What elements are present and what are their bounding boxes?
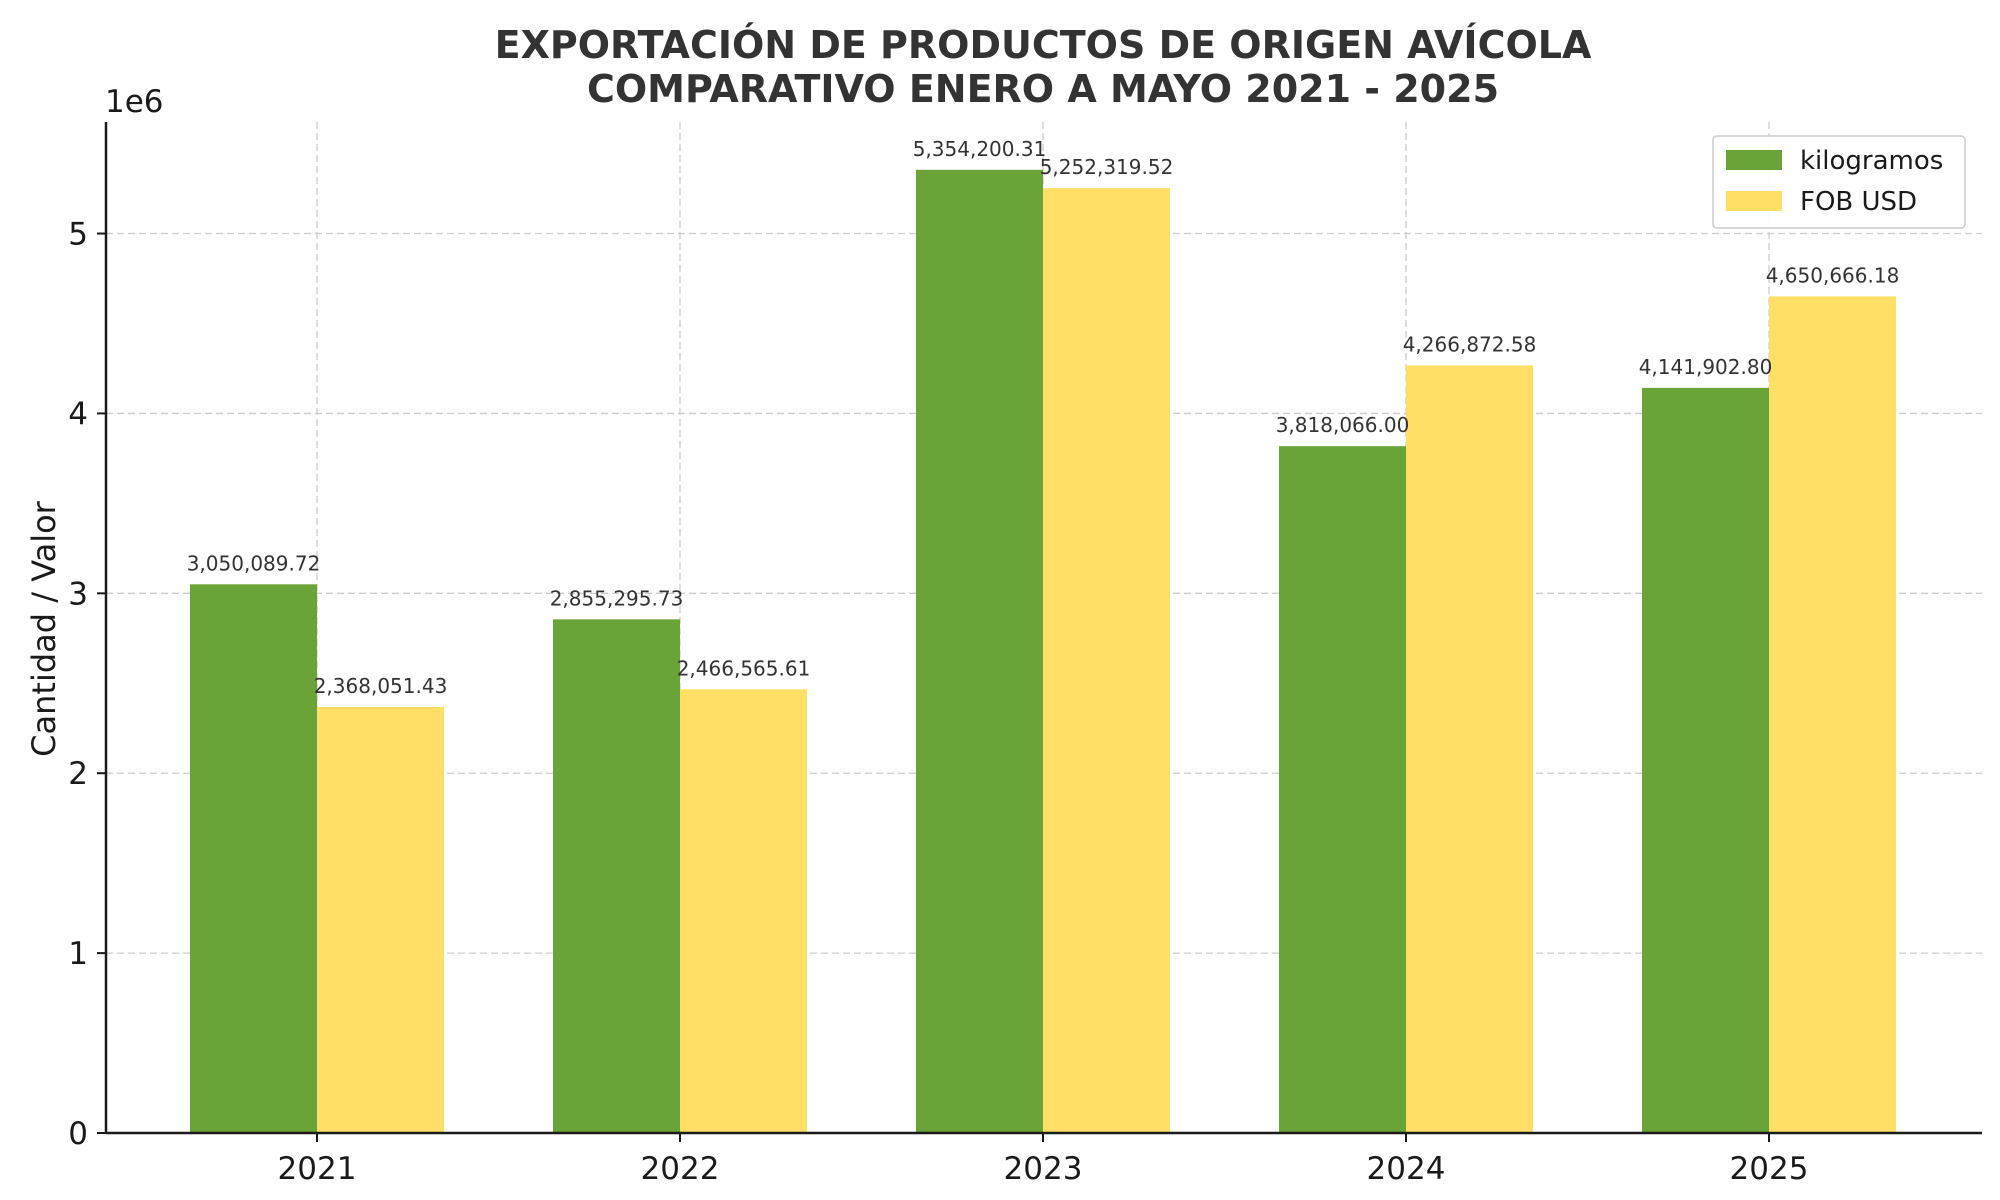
- x-axis-ticks: 2021 2022 2023 2024 2025: [278, 1133, 1809, 1187]
- legend-label-fob-usd: FOB USD: [1800, 187, 1917, 217]
- legend: kilogramos FOB USD: [1712, 135, 1966, 229]
- data-label: 4,141,902.80: [1639, 355, 1773, 379]
- data-label: 5,354,200.31: [913, 137, 1047, 161]
- y-tick-label: 0: [68, 1116, 88, 1152]
- data-label: 2,466,565.61: [677, 656, 811, 680]
- y-tick-label: 5: [68, 217, 88, 253]
- legend-label-kilogramos: kilogramos: [1800, 146, 1943, 176]
- x-tick-label: 2024: [1367, 1151, 1446, 1187]
- bar: [553, 619, 680, 1133]
- bar: [916, 169, 1043, 1134]
- data-label: 3,050,089.72: [187, 551, 321, 575]
- y-axis-ticks: 0 1 2 3 4 5: [68, 217, 106, 1152]
- chart-title: EXPORTACIÓN DE PRODUCTOS DE ORIGEN AVÍCO…: [495, 23, 1592, 67]
- data-label: 3,818,066.00: [1276, 413, 1410, 437]
- data-label-layer: 3,050,089.72 2,368,051.43 2,855,295.73 2,46…: [187, 137, 1900, 698]
- x-tick-label: 2025: [1730, 1151, 1809, 1187]
- y-tick-label: 4: [68, 396, 88, 432]
- bar: [1642, 387, 1769, 1134]
- bar: [1043, 188, 1170, 1133]
- bar: [190, 584, 317, 1133]
- y-tick-label: 3: [68, 576, 88, 612]
- bar: [680, 689, 807, 1133]
- data-label: 2,855,295.73: [550, 586, 684, 610]
- data-label: 4,650,666.18: [1766, 263, 1900, 287]
- data-label: 2,368,051.43: [314, 674, 448, 698]
- y-axis-scale-label: 1e6: [105, 84, 164, 120]
- legend-swatch-kilogramos: [1726, 150, 1782, 170]
- x-tick-label: 2022: [641, 1151, 720, 1187]
- legend-swatch-fob-usd: [1726, 191, 1782, 211]
- x-tick-label: 2021: [278, 1151, 357, 1187]
- chart-subtitle: COMPARATIVO ENERO A MAYO 2021 - 2025: [587, 67, 1499, 111]
- bar: [1769, 296, 1896, 1133]
- bar-layer: [190, 169, 1896, 1134]
- y-tick-label: 1: [68, 936, 88, 972]
- bar: [1406, 365, 1533, 1134]
- bar: [317, 707, 444, 1133]
- y-tick-label: 2: [68, 756, 88, 792]
- bar: [1279, 446, 1406, 1133]
- y-axis-label: Cantidad / Valor: [25, 500, 63, 757]
- data-label: 4,266,872.58: [1403, 332, 1537, 356]
- data-label: 5,252,319.52: [1040, 155, 1174, 179]
- x-tick-label: 2023: [1004, 1151, 1083, 1187]
